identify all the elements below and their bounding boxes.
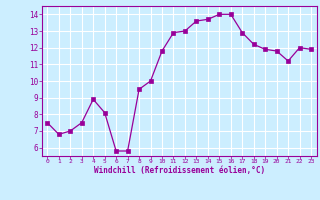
X-axis label: Windchill (Refroidissement éolien,°C): Windchill (Refroidissement éolien,°C) [94,166,265,175]
